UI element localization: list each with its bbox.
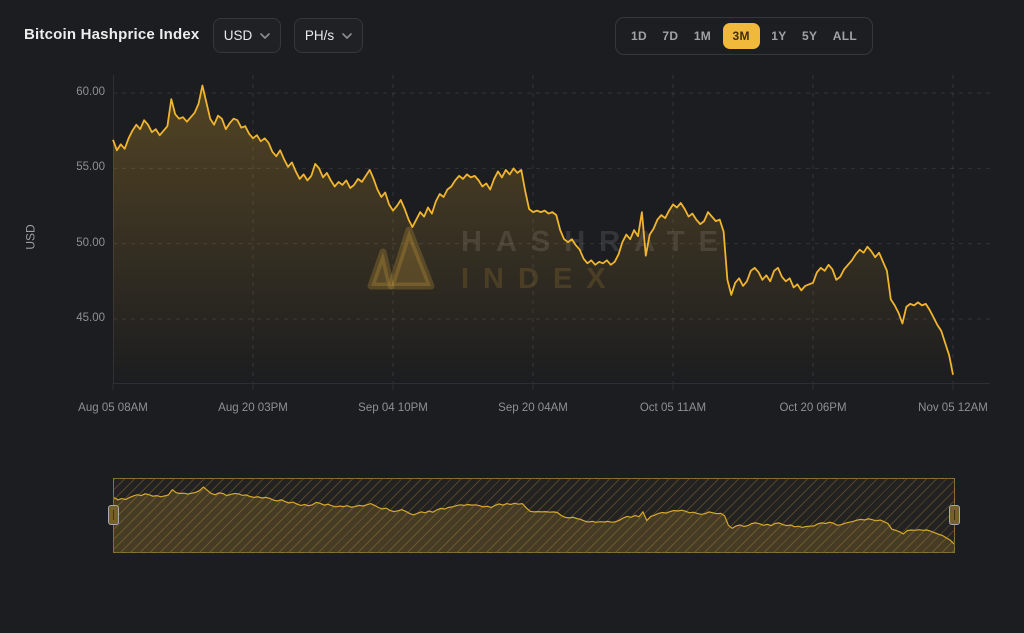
currency-dropdown[interactable]: USD — [213, 18, 281, 53]
x-tick-label: Nov 05 12AM — [918, 402, 988, 414]
y-tick-label: 50.00 — [76, 236, 105, 249]
range-button-1m[interactable]: 1M — [690, 23, 715, 49]
series-area-fill — [113, 85, 953, 383]
minimap-area-fill — [114, 487, 954, 552]
chevron-down-icon — [260, 32, 271, 39]
range-button-all[interactable]: ALL — [829, 23, 861, 49]
chevron-down-icon — [342, 32, 352, 39]
minimap-left-handle[interactable] — [108, 505, 119, 525]
y-axis-title: USD — [23, 224, 38, 250]
page-title: Bitcoin Hashprice Index — [24, 26, 200, 43]
y-tick-label: 60.00 — [76, 86, 105, 99]
y-tick-label: 55.00 — [76, 161, 105, 174]
y-tick-label: 45.00 — [76, 311, 105, 324]
x-tick-label: Oct 20 06PM — [779, 402, 847, 414]
hashprice-series-line — [112, 84, 954, 375]
minimap-series-line — [113, 486, 955, 545]
main-chart-svg — [112, 75, 990, 390]
range-button-1y[interactable]: 1Y — [767, 23, 790, 49]
time-range-selector: 1D 7D 1M 3M 1Y 5Y ALL — [615, 17, 873, 55]
x-tick-label: Sep 20 04AM — [498, 402, 568, 414]
unit-dropdown[interactable]: PH/s — [294, 18, 363, 53]
currency-dropdown-value: USD — [223, 28, 253, 43]
range-button-1d[interactable]: 1D — [627, 23, 651, 49]
range-button-3m[interactable]: 3M — [722, 23, 760, 49]
x-tick-label: Oct 05 11AM — [639, 402, 707, 414]
minimap-right-handle[interactable] — [949, 505, 960, 525]
minimap-svg — [113, 486, 955, 552]
minimap-brush[interactable] — [113, 478, 955, 553]
x-tick-label: Aug 05 08AM — [78, 402, 148, 414]
x-tick-label: Sep 04 10PM — [358, 402, 428, 414]
range-button-7d[interactable]: 7D — [658, 23, 682, 49]
unit-dropdown-value: PH/s — [304, 28, 335, 43]
hashprice-chart[interactable]: 60.00 55.00 50.00 45.00 Aug 05 08AM Aug 20 03… — [76, 75, 990, 414]
range-button-5y[interactable]: 5Y — [798, 23, 821, 49]
x-tick-label: Aug 20 03PM — [218, 402, 288, 414]
